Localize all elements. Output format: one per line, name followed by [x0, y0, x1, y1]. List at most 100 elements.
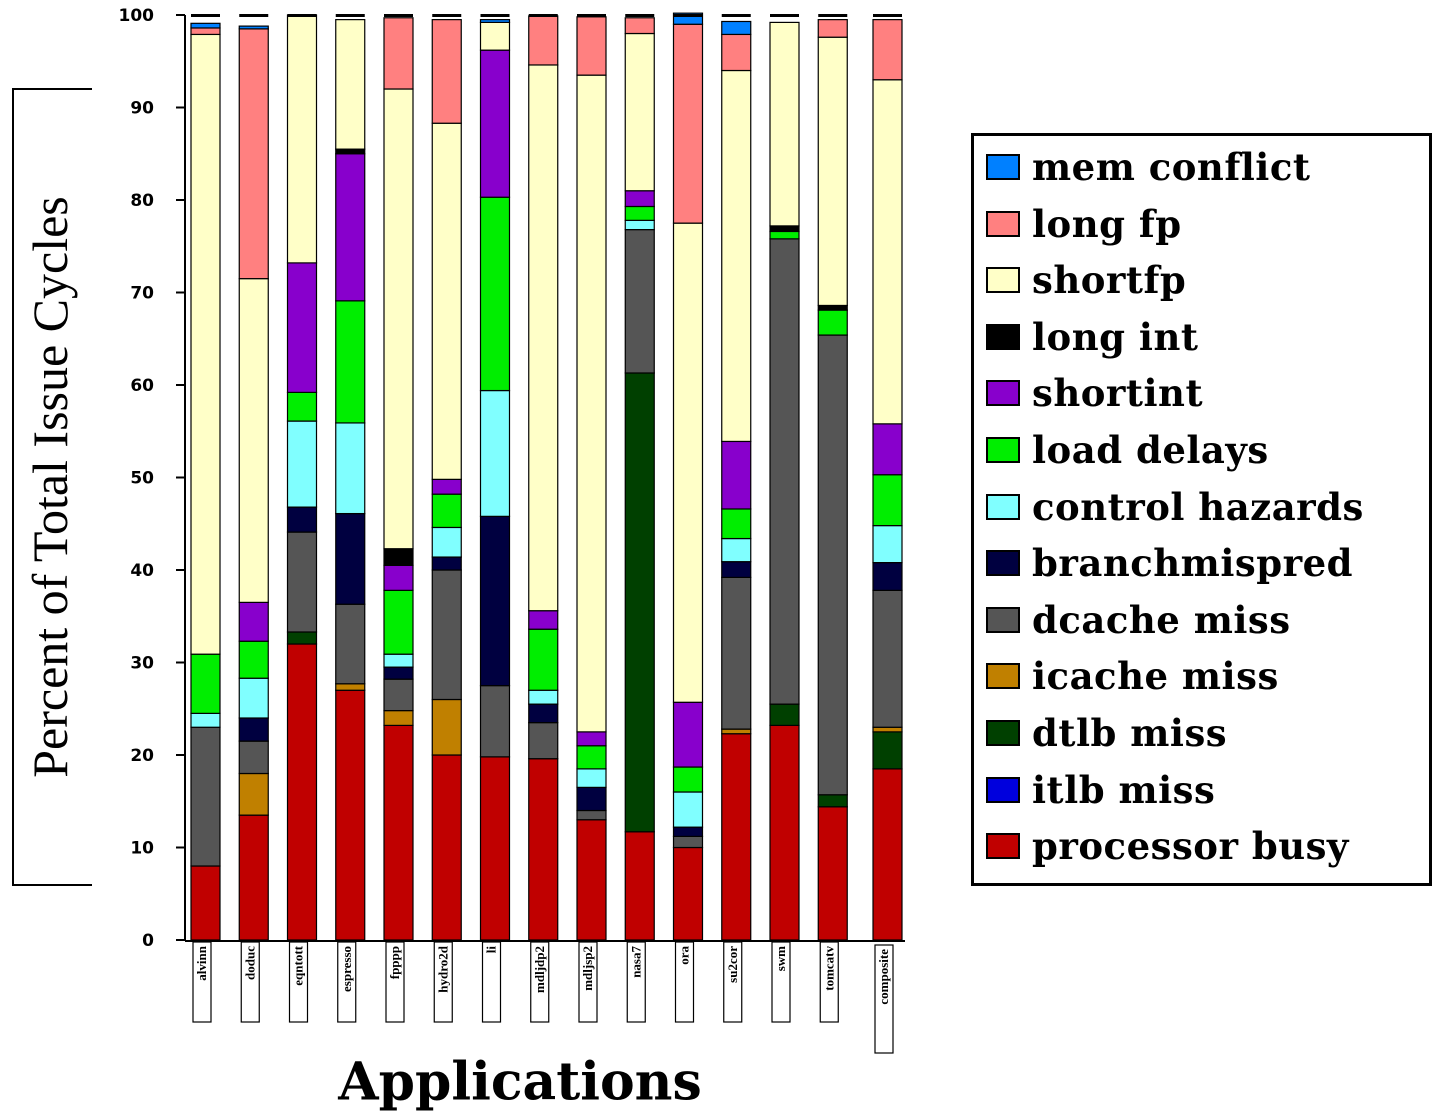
bar-segment	[335, 153, 366, 302]
bar-top-cap	[625, 14, 655, 17]
x-tick-box	[723, 941, 743, 1023]
x-tick-box	[578, 941, 598, 1023]
bar-segment	[431, 556, 462, 571]
legend-swatch	[986, 267, 1020, 294]
legend-label: itlb miss	[1032, 767, 1216, 812]
bar-segment	[721, 728, 752, 735]
bar-segment	[479, 756, 511, 941]
y-tick-label: 20	[130, 746, 154, 766]
bar-segment	[190, 33, 221, 655]
bar-segment	[672, 835, 704, 849]
bar-segment	[335, 422, 366, 515]
bar-segment	[817, 309, 848, 336]
x-tick-label: su2cor	[725, 946, 740, 983]
bar-segment	[769, 225, 800, 233]
legend-item: load delays	[986, 425, 1269, 475]
bar-segment	[624, 205, 655, 221]
bar-segment	[479, 49, 511, 198]
y-tick-label: 10	[130, 839, 154, 859]
bar-segment	[238, 814, 269, 941]
y-tick-label: 30	[130, 654, 154, 674]
bar-top-cap	[239, 14, 269, 17]
legend-swatch	[986, 154, 1020, 180]
legend-label: icache miss	[1032, 654, 1279, 699]
bar-segment	[872, 79, 903, 425]
bar-segment	[286, 420, 318, 508]
bar-segment	[769, 230, 800, 240]
y-tick-label: 100	[119, 6, 155, 26]
legend-item: shortint	[986, 368, 1203, 418]
bar-segment	[872, 19, 903, 81]
bar-segment	[721, 576, 752, 730]
bar-segment	[238, 740, 269, 775]
bar-segment	[769, 238, 800, 705]
bar-segment	[286, 531, 318, 633]
legend-swatch	[986, 380, 1020, 407]
bar-segment	[286, 14, 318, 264]
bar-segment	[238, 717, 269, 742]
bar-segment	[672, 12, 704, 25]
x-tick-box	[337, 941, 357, 1023]
legend-label: processor busy	[1032, 824, 1349, 869]
bar-segment	[286, 643, 318, 941]
legend-swatch	[986, 776, 1020, 803]
legend-label: shortint	[1032, 371, 1204, 416]
bar-segment	[576, 768, 607, 788]
bar-segment	[479, 389, 511, 517]
legend-label: load delays	[1032, 428, 1269, 472]
bar-segment	[383, 709, 414, 726]
bar-segment	[286, 631, 318, 645]
bar-segment	[238, 601, 269, 642]
bar-segment	[872, 731, 903, 770]
bar-segment	[672, 791, 704, 828]
bar-segment	[479, 515, 511, 687]
bar-segment	[769, 21, 800, 227]
bar-segment	[817, 19, 848, 38]
y-axis-ticks: 0 10 20 30 40 50 60 70 80 90 100	[119, 6, 905, 951]
bar-segment	[624, 17, 655, 35]
x-tick-label: tomcatv	[821, 946, 836, 991]
legend-swatch	[986, 210, 1020, 237]
x-tick-box	[530, 941, 550, 1023]
legend-item: dtlb miss	[986, 708, 1227, 758]
bar-segment	[383, 589, 414, 655]
y-axis-label: Percent of Total Issue Cycles	[22, 196, 78, 778]
bar-segment	[528, 689, 559, 705]
bar-segment	[238, 28, 269, 280]
bar-top-cap	[384, 14, 413, 17]
y-tick-label: 60	[130, 376, 154, 396]
x-tick-label: li	[484, 946, 499, 954]
x-tick-label: nasa7	[628, 946, 643, 978]
bar-top-cap	[191, 14, 220, 17]
bar-segment	[624, 372, 655, 833]
bar-top-cap	[873, 14, 902, 17]
legend-swatch	[986, 493, 1020, 520]
bar-segment	[528, 722, 559, 760]
bar-segment	[479, 19, 511, 23]
bar-segment	[286, 391, 318, 422]
bar-segment	[624, 219, 655, 231]
legend-item: mem conflict	[986, 142, 1310, 192]
bar-segment	[528, 628, 559, 691]
x-tick-label: espresso	[339, 946, 354, 992]
bar-top-cap	[721, 14, 751, 17]
bar-segment	[335, 300, 366, 424]
bar-segment	[624, 831, 655, 941]
x-tick-box	[433, 941, 453, 1023]
legend-swatch	[986, 550, 1020, 577]
y-tick-label: 70	[130, 284, 154, 304]
bar-segment	[479, 196, 511, 392]
x-tick-label: composite	[876, 949, 891, 1005]
legend-item: branchmispred	[986, 538, 1353, 588]
bar-top-cap	[335, 14, 365, 17]
x-tick-box	[385, 941, 405, 1023]
x-tick-label: mdljdp2	[532, 946, 547, 993]
bar-segment	[624, 190, 655, 208]
bar-segment	[190, 22, 221, 29]
bar-segment	[431, 569, 462, 701]
x-tick-labels: alvinn doduc eqntott espresso fpppp hydro2d li…	[192, 941, 894, 1054]
legend-item: itlb miss	[986, 765, 1215, 815]
legend-item: icache miss	[986, 651, 1279, 701]
x-tick-box	[288, 941, 309, 1023]
bar-segment	[872, 589, 903, 728]
